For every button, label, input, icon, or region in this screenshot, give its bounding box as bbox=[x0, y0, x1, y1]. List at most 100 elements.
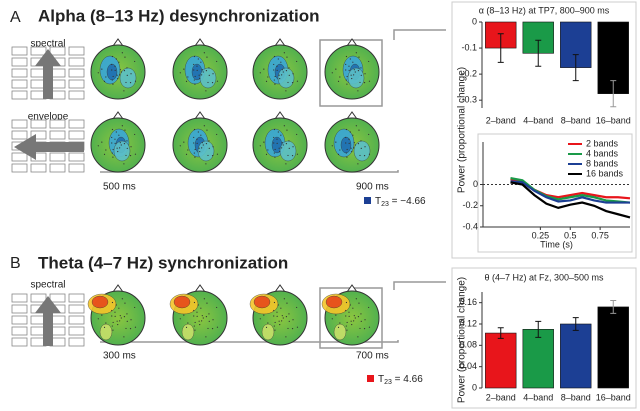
electrode bbox=[276, 315, 278, 317]
electrode bbox=[198, 320, 200, 322]
electrode bbox=[115, 304, 117, 306]
x-tick-label: 16–band bbox=[596, 115, 631, 125]
electrode bbox=[267, 76, 269, 78]
electrode bbox=[285, 163, 287, 165]
electrode bbox=[201, 147, 203, 149]
electrode bbox=[207, 327, 209, 330]
electrode bbox=[348, 311, 350, 313]
electrode bbox=[273, 128, 276, 131]
electrode bbox=[360, 140, 362, 142]
electrode bbox=[296, 153, 299, 155]
electrode bbox=[288, 147, 290, 149]
electrode bbox=[201, 69, 203, 71]
time-label: 500 ms bbox=[103, 182, 136, 193]
electrode bbox=[346, 83, 348, 85]
electrode bbox=[276, 311, 278, 313]
electrode bbox=[193, 55, 196, 58]
grid-icon-cell bbox=[49, 163, 66, 173]
electrode bbox=[296, 133, 298, 136]
electrode bbox=[199, 150, 201, 153]
time-label: 300 ms bbox=[103, 351, 136, 362]
electrode bbox=[119, 142, 121, 144]
grid-icon-cell bbox=[11, 293, 28, 303]
x-axis-label: Time (s) bbox=[540, 239, 573, 249]
electrode bbox=[114, 142, 116, 144]
electrode bbox=[357, 336, 359, 338]
electrode bbox=[354, 317, 356, 319]
electrode bbox=[193, 152, 195, 154]
electrode bbox=[345, 55, 348, 58]
electrode bbox=[265, 153, 268, 155]
error-bar bbox=[572, 317, 579, 331]
electrode bbox=[208, 74, 210, 76]
head-nose bbox=[274, 284, 286, 293]
stat-label: T23 = 4.66 bbox=[378, 374, 423, 386]
grid-icon-cell bbox=[68, 293, 85, 303]
grid-icon-cell bbox=[49, 46, 66, 56]
electrode bbox=[358, 302, 360, 304]
electrode bbox=[358, 56, 360, 58]
grid-icon-cell bbox=[68, 57, 85, 67]
electrode bbox=[216, 80, 219, 82]
electrode bbox=[115, 58, 117, 60]
electrode bbox=[211, 154, 214, 157]
electrode bbox=[283, 298, 285, 300]
electrode bbox=[276, 138, 278, 140]
electrode bbox=[335, 314, 337, 316]
topomap-contour bbox=[347, 67, 365, 89]
y-axis-label: Power (proportional change) bbox=[457, 67, 468, 193]
electrode bbox=[201, 142, 203, 144]
error-bar bbox=[497, 33, 504, 63]
electrode bbox=[114, 65, 116, 67]
electrode bbox=[280, 307, 282, 309]
electrode bbox=[273, 55, 276, 58]
electrode bbox=[200, 61, 202, 63]
panel-letter: B bbox=[10, 255, 21, 272]
electrode bbox=[114, 315, 116, 317]
grid-icon-cell bbox=[30, 293, 47, 303]
legend-label: 16 bands bbox=[586, 168, 624, 178]
electrode bbox=[101, 314, 103, 316]
electrode bbox=[296, 306, 298, 309]
error-bar bbox=[535, 320, 542, 338]
electrode bbox=[348, 138, 350, 140]
electrode bbox=[263, 68, 265, 70]
legend-label: 4 bands bbox=[586, 148, 619, 158]
electrode bbox=[274, 75, 276, 78]
error-bar bbox=[497, 327, 504, 339]
y-tick-label: 0 bbox=[472, 16, 477, 26]
head-nose bbox=[346, 38, 358, 47]
electrode bbox=[112, 148, 114, 151]
x-tick-label: 8–band bbox=[561, 115, 591, 125]
topomap-contour bbox=[279, 140, 297, 162]
electrode bbox=[265, 80, 268, 82]
grid-icon-cell bbox=[11, 119, 28, 129]
x-tick-label: 16–band bbox=[596, 392, 631, 402]
electrode bbox=[337, 80, 340, 82]
electrode bbox=[358, 129, 360, 131]
head-nose bbox=[346, 111, 358, 120]
electrode bbox=[350, 74, 352, 76]
electrode bbox=[202, 317, 204, 319]
electrode bbox=[286, 56, 288, 58]
electrode bbox=[345, 152, 347, 154]
electrode bbox=[350, 320, 352, 322]
electrode bbox=[193, 142, 195, 144]
grid-icon-cell bbox=[11, 337, 28, 347]
head-nose bbox=[112, 111, 124, 120]
electrode bbox=[183, 141, 185, 143]
electrode bbox=[126, 67, 128, 69]
electrode bbox=[345, 79, 347, 81]
electrode bbox=[337, 153, 340, 155]
grid-icon-cell bbox=[11, 152, 28, 162]
electrode bbox=[185, 80, 188, 82]
electrode bbox=[274, 83, 276, 85]
electrode bbox=[273, 136, 275, 139]
electrode bbox=[118, 307, 120, 309]
electrode bbox=[353, 315, 355, 317]
electrode bbox=[345, 325, 347, 327]
electrode bbox=[273, 69, 275, 71]
topomap-contour bbox=[199, 67, 217, 89]
y-axis-label: Power (proportional change) bbox=[457, 277, 468, 403]
electrode bbox=[359, 327, 361, 330]
